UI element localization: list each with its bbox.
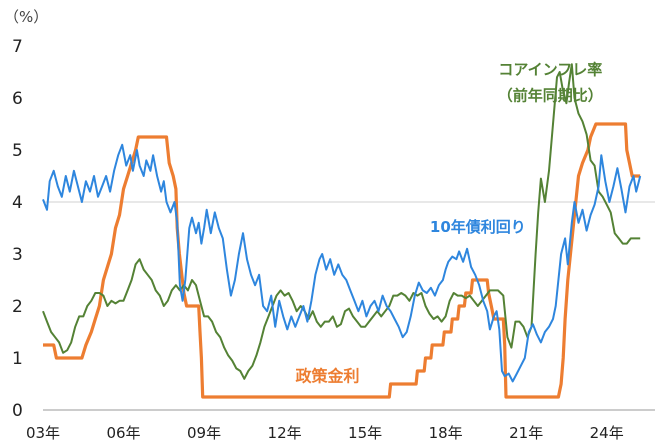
- series-lines: [42, 63, 642, 399]
- series-labels: 政策金利 10年債利回り コアインフレ率 （前年同期比）: [296, 61, 603, 386]
- x-axis: 03年 06年 09年 12年 15年 18年 21年 24年: [26, 424, 624, 442]
- y-tick-label: 2: [12, 297, 23, 317]
- x-tick-label: 03年: [26, 424, 60, 442]
- x-tick-label: 18年: [429, 424, 463, 442]
- y-tick-label: 4: [12, 193, 23, 213]
- x-tick-label: 21年: [509, 424, 543, 442]
- x-tick-label: 24年: [590, 424, 624, 442]
- series-line-1: [42, 143, 642, 383]
- y-tick-label: 0: [12, 401, 23, 421]
- y-tick-label: 6: [12, 89, 23, 109]
- x-tick-label: 12年: [268, 424, 302, 442]
- y-unit-label: （%）: [4, 8, 48, 26]
- series-line-0: [43, 122, 641, 399]
- x-tick-label: 15年: [348, 424, 382, 442]
- y-tick-label: 5: [12, 141, 23, 161]
- x-tick-label: 09年: [187, 424, 221, 442]
- series-label-1: 10年債利回り: [430, 218, 526, 236]
- series-label-0: 政策金利: [296, 366, 360, 385]
- y-axis: 0 1 2 3 4 5 6 7: [12, 37, 23, 421]
- x-tick-label: 06年: [106, 424, 140, 442]
- y-tick-label: 3: [12, 245, 23, 265]
- y-tick-label: 1: [12, 349, 23, 369]
- series-line-2: [42, 63, 641, 380]
- series-label-2-line0: コアインフレ率: [498, 61, 602, 79]
- y-tick-label: 7: [12, 37, 23, 57]
- series-label-2-line1: （前年同期比）: [498, 87, 603, 105]
